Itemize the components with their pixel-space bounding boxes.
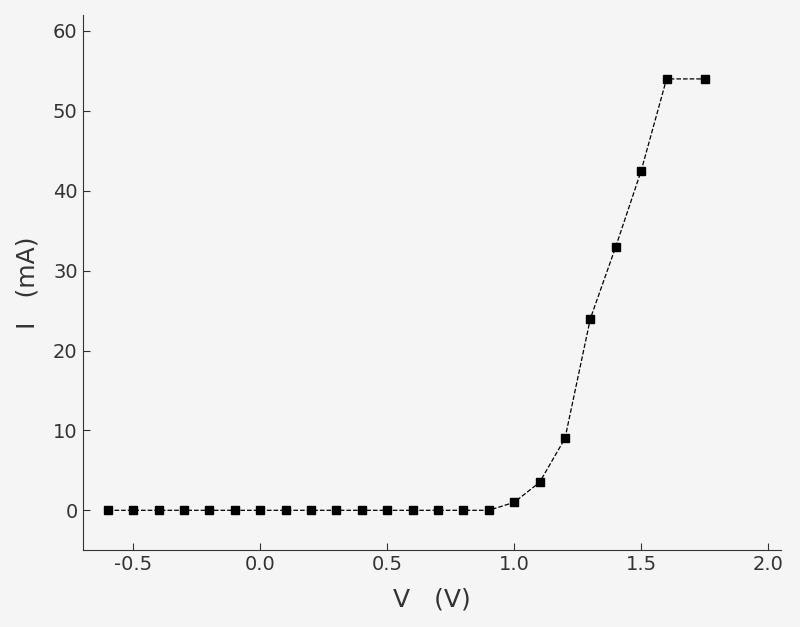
X-axis label: V   (V): V (V) bbox=[393, 588, 470, 612]
Y-axis label: I   (mA): I (mA) bbox=[15, 236, 39, 329]
